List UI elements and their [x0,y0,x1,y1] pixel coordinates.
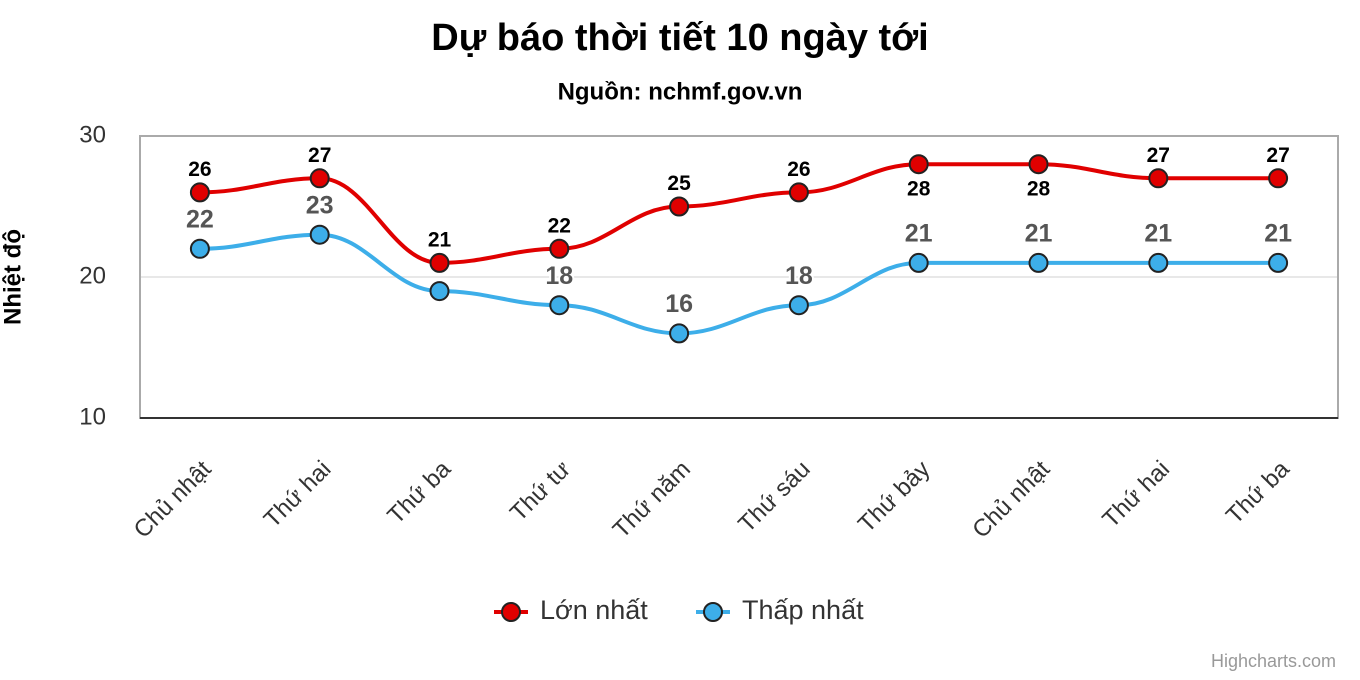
point [1148,252,1169,273]
point [1028,154,1049,175]
data-label: 26 [188,158,211,181]
y-tick-label: 20 [79,262,106,289]
point [908,252,929,273]
chart-title: Dự báo thời tiết 10 ngày tới [431,17,929,59]
legend-marker [703,602,723,622]
data-label: 27 [1266,144,1289,167]
point [189,182,210,203]
point [549,295,570,316]
point [309,168,330,189]
line [199,162,1279,265]
data-label: 21 [1264,220,1292,248]
point [669,323,690,344]
credits: Highcharts.com [1211,651,1336,671]
legend-label: Lớn nhất [540,595,648,625]
data-label: 26 [787,158,810,181]
point [1268,168,1289,189]
point [669,196,690,217]
data-label: 28 [907,178,931,201]
point [908,154,929,175]
data-label: 25 [667,172,691,195]
point [189,238,210,259]
y-axis-label: Nhiệt độ [0,229,26,325]
data-label: 27 [1147,144,1170,167]
data-label: 21 [428,228,452,251]
point [788,295,809,316]
data-label: 18 [545,262,573,290]
data-label: 23 [306,191,334,219]
data-label: 16 [665,290,693,318]
data-label: 27 [308,144,331,167]
point [1268,252,1289,273]
point [1028,252,1049,273]
data-label: 21 [1025,220,1053,248]
legend-marker [501,602,521,622]
point [429,252,450,273]
point [549,238,570,259]
y-tick-label: 10 [79,403,106,430]
point [309,224,330,245]
point [1148,168,1169,189]
point [788,182,809,203]
data-label: 18 [785,262,813,290]
data-label: 22 [186,205,214,233]
chart-subtitle: Nguồn: nchmf.gov.vn [558,78,803,105]
legend-label: Thấp nhất [742,595,864,625]
data-label: 28 [1027,178,1051,201]
data-label: 21 [905,220,933,248]
line [199,232,1279,336]
data-label: 22 [548,214,571,237]
point [429,281,450,302]
data-label: 21 [1144,220,1172,248]
y-tick-label: 30 [79,121,106,148]
